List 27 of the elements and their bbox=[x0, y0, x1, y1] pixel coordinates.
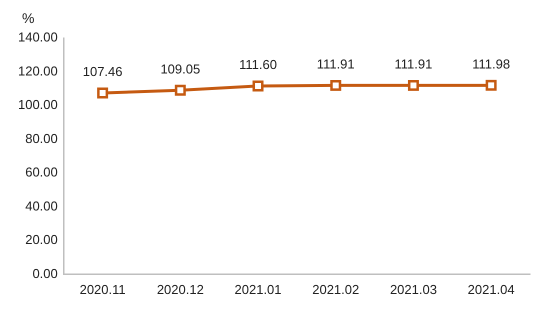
y-tick-label: 40.00 bbox=[25, 198, 58, 214]
y-tick-label: 20.00 bbox=[25, 232, 58, 248]
x-tick-label: 2021.03 bbox=[390, 282, 437, 297]
y-tick-label: 80.00 bbox=[25, 130, 58, 146]
x-tick-label: 2021.01 bbox=[234, 282, 282, 297]
y-tick-label: 0.00 bbox=[32, 266, 58, 281]
point bbox=[330, 80, 342, 91]
data-label: 111.98 bbox=[472, 56, 510, 72]
point bbox=[97, 87, 108, 98]
y-tick-label: 60.00 bbox=[25, 164, 58, 180]
point bbox=[252, 80, 264, 92]
x-tick-label: 2020.11 bbox=[80, 282, 126, 297]
x-tick-label: 2020.12 bbox=[156, 282, 204, 297]
data-label: 107.46 bbox=[82, 64, 122, 80]
x-tick-label: 2021.04 bbox=[468, 282, 515, 297]
data-label: 111.60 bbox=[239, 57, 277, 72]
y-tick-label: 100.00 bbox=[18, 97, 58, 112]
y-tick-label: 120.00 bbox=[18, 63, 58, 78]
x-tick-label: 2021.02 bbox=[312, 282, 360, 297]
data-label: 109.05 bbox=[160, 61, 200, 76]
data-label: 111.91 bbox=[316, 56, 355, 72]
y-axis-title: % bbox=[22, 10, 34, 26]
point bbox=[486, 80, 497, 91]
data-label: 111.91 bbox=[394, 56, 432, 72]
point bbox=[174, 84, 186, 96]
point bbox=[408, 80, 419, 91]
y-tick-label: 140.00 bbox=[18, 30, 58, 45]
